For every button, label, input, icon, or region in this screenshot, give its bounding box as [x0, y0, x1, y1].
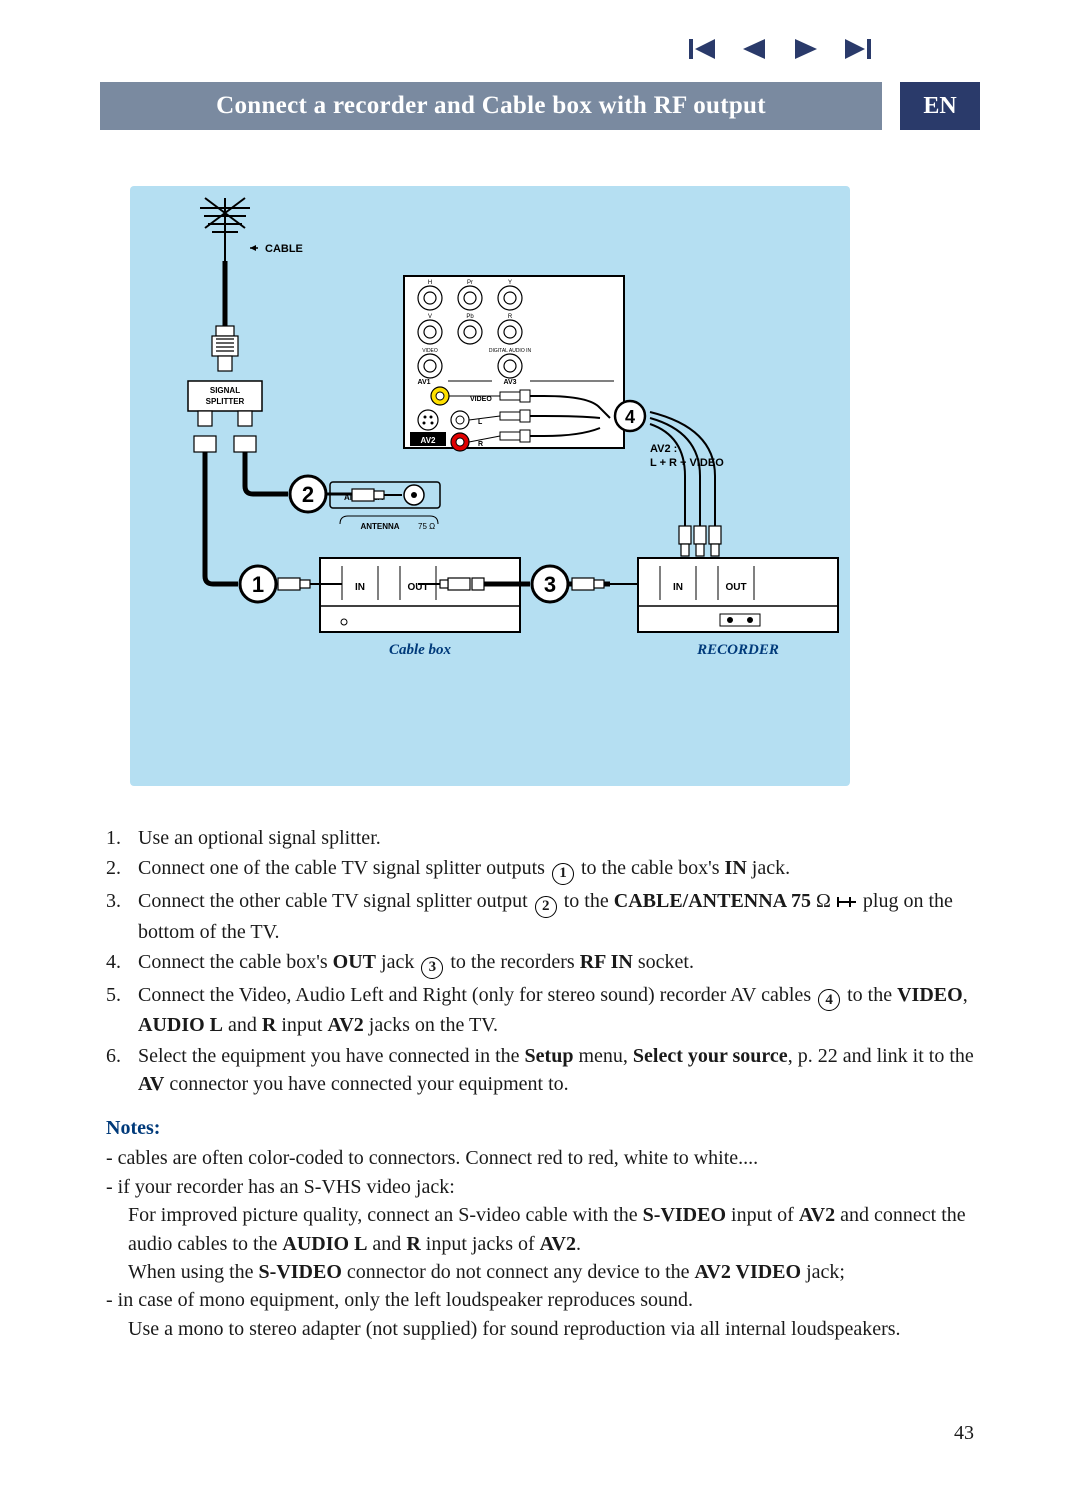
step-3: Connect the other cable TV signal splitt…	[106, 887, 974, 946]
notes-section: Notes: - cables are often color-coded to…	[106, 1114, 974, 1343]
nav-next-icon[interactable]	[792, 38, 820, 60]
nav-last-icon[interactable]	[844, 38, 872, 60]
svg-text:AV1: AV1	[417, 379, 430, 386]
svg-text:75 Ω: 75 Ω	[418, 522, 435, 531]
note-2-sub-2: When using the S-VIDEO connector do not …	[106, 1258, 974, 1286]
svg-text:R: R	[508, 314, 513, 320]
svg-text:V: V	[428, 314, 432, 320]
svg-text:IN: IN	[355, 582, 365, 593]
step-ref-2-icon: 2	[535, 896, 557, 918]
svg-text:Pr: Pr	[467, 280, 473, 286]
diagram-label-signal: SIGNAL	[210, 386, 240, 395]
note-1: - cables are often color-coded to connec…	[106, 1144, 974, 1172]
page-title: Connect a recorder and Cable box with RF…	[216, 92, 766, 120]
note-2: - if your recorder has an S-VHS video ja…	[106, 1173, 974, 1201]
diagram-label-recorder: RECORDER	[696, 642, 779, 658]
step-5: Connect the Video, Audio Left and Right …	[106, 981, 974, 1040]
step-ref-4-icon: 4	[818, 989, 840, 1011]
svg-text:AV3: AV3	[503, 379, 516, 386]
note-3: - in case of mono equipment, only the le…	[106, 1286, 974, 1314]
svg-text:1: 1	[252, 572, 264, 597]
svg-text:Pb: Pb	[466, 314, 474, 320]
instruction-steps: Use an optional signal splitter. Connect…	[106, 824, 974, 1101]
svg-text:3: 3	[544, 572, 556, 597]
svg-text:AV2: AV2	[421, 436, 437, 445]
svg-text:Y: Y	[508, 280, 512, 286]
svg-text:VIDEO: VIDEO	[422, 348, 438, 354]
step-6: Select the equipment you have connected …	[106, 1042, 974, 1099]
antenna-symbol-icon	[836, 889, 858, 917]
language-code: EN	[923, 93, 956, 120]
page-number: 43	[954, 1422, 974, 1445]
svg-text:ANTENNA: ANTENNA	[360, 522, 399, 531]
step-2: Connect one of the cable TV signal split…	[106, 854, 974, 885]
nav-icons	[688, 38, 872, 60]
note-2-sub-1: For improved picture quality, connect an…	[106, 1201, 974, 1258]
svg-text:AV2 :: AV2 :	[650, 443, 677, 455]
page-title-bar: Connect a recorder and Cable box with RF…	[100, 82, 882, 130]
step-ref-3-icon: 3	[421, 957, 443, 979]
nav-prev-icon[interactable]	[740, 38, 768, 60]
svg-text:L: L	[478, 419, 483, 426]
svg-text:R: R	[478, 441, 483, 448]
language-badge: EN	[900, 82, 980, 130]
svg-text:DIGITAL AUDIO IN: DIGITAL AUDIO IN	[489, 348, 532, 354]
step-ref-1-icon: 1	[552, 863, 574, 885]
diagram-label-splitter: SPLITTER	[206, 397, 245, 406]
svg-text:IN: IN	[673, 582, 683, 593]
notes-heading: Notes:	[106, 1114, 974, 1142]
note-3-sub: Use a mono to stereo adapter (not suppli…	[106, 1315, 974, 1343]
header-row: Connect a recorder and Cable box with RF…	[100, 82, 980, 130]
connection-diagram: CABLE SIGNAL SPLITTER H Pr Y V Pb R	[130, 186, 850, 786]
svg-text:2: 2	[302, 482, 314, 507]
nav-first-icon[interactable]	[688, 38, 716, 60]
svg-text:VIDEO: VIDEO	[470, 396, 492, 403]
svg-text:4: 4	[625, 407, 635, 427]
step-1: Use an optional signal splitter.	[106, 824, 974, 852]
diagram-label-cable: CABLE	[265, 243, 303, 255]
svg-text:OUT: OUT	[725, 582, 746, 593]
step-4: Connect the cable box's OUT jack 3 to th…	[106, 948, 974, 979]
svg-text:H: H	[428, 280, 432, 286]
diagram-label-cablebox: Cable box	[389, 642, 452, 658]
